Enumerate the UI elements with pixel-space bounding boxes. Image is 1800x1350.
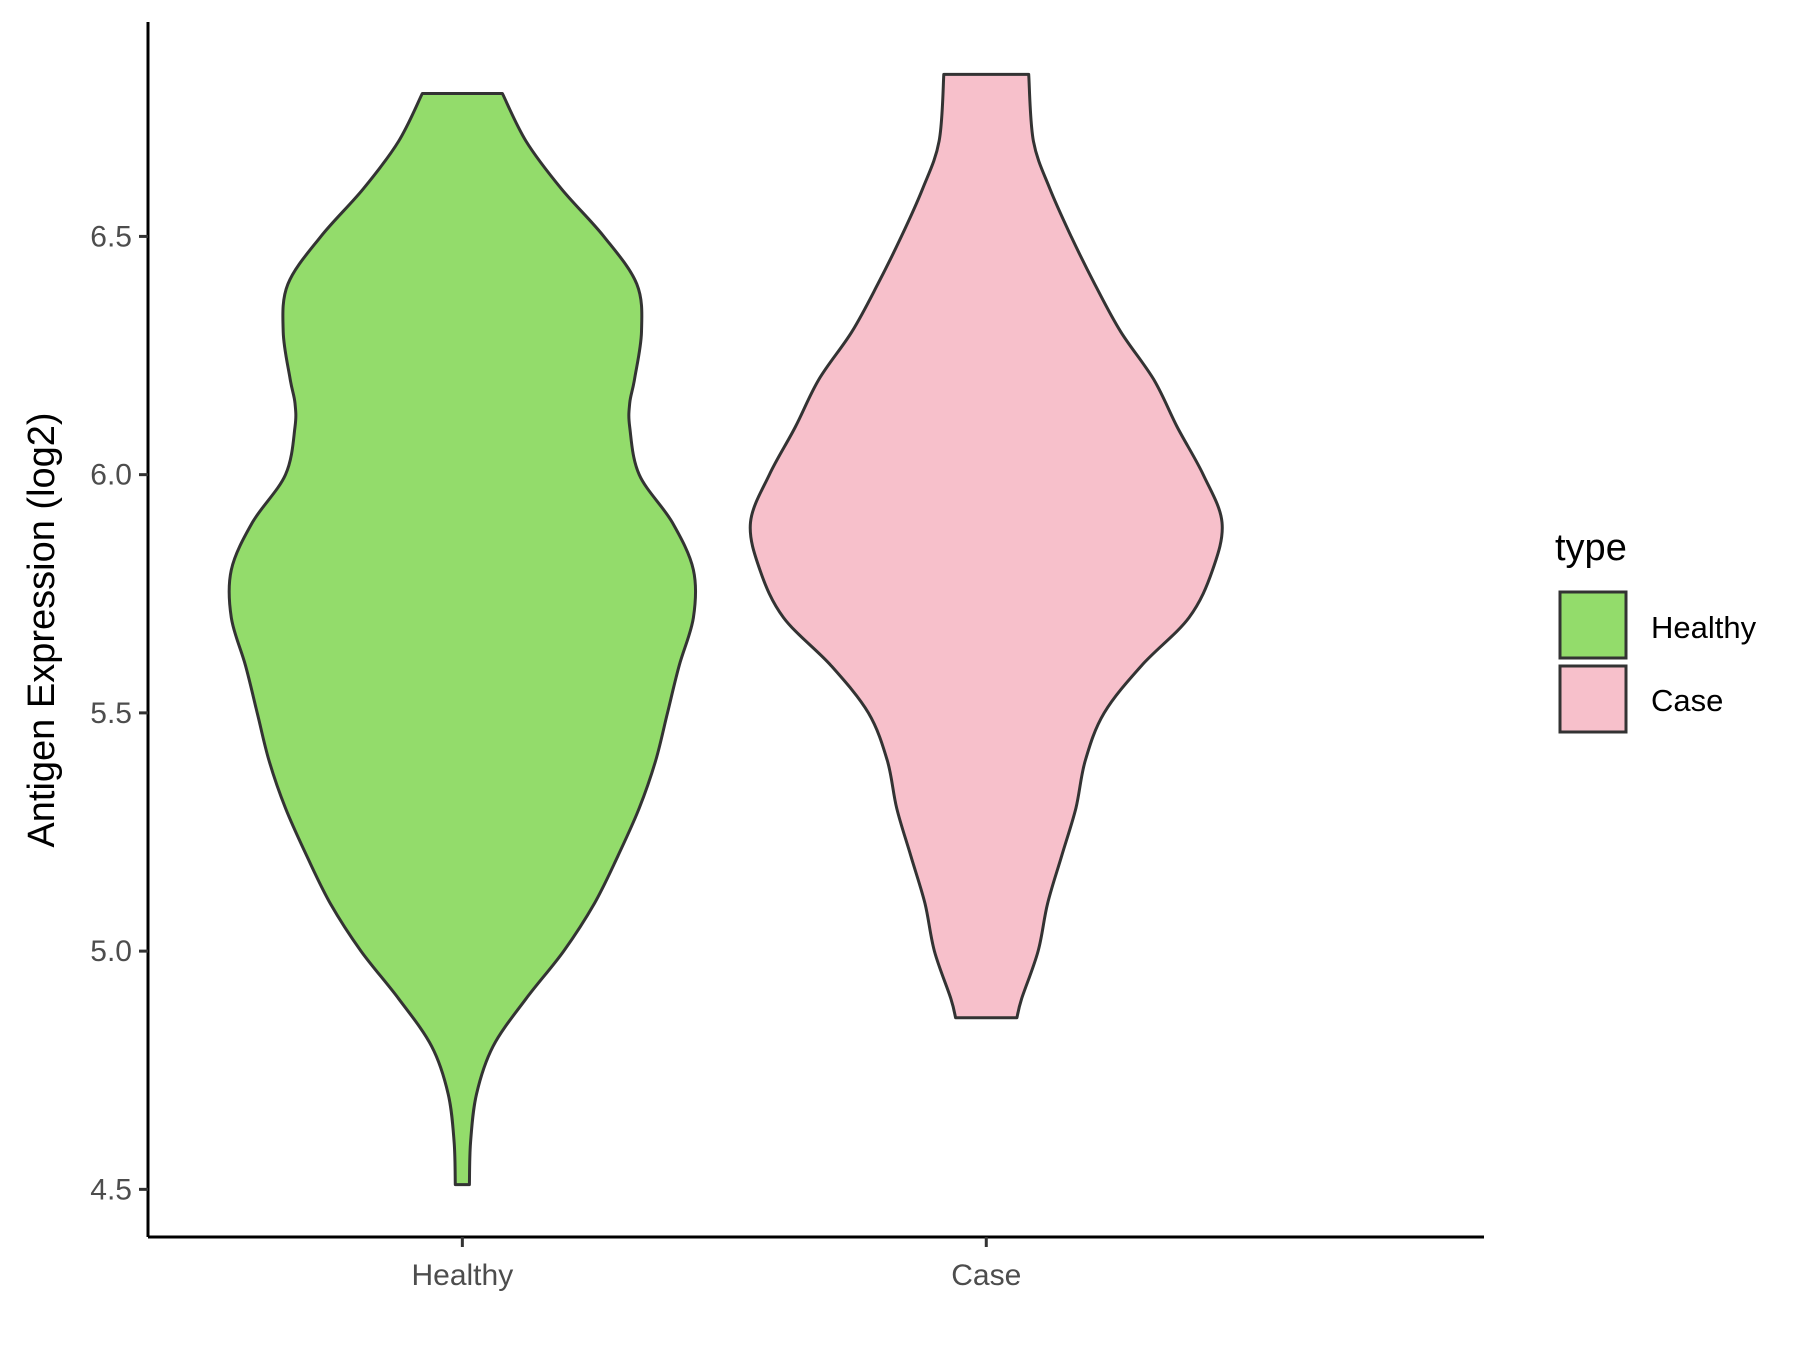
- x-axis-ticks: Healthy Case: [411, 1237, 1021, 1292]
- y-tick-label: 6.0: [90, 459, 132, 492]
- x-tick-label-case: Case: [951, 1259, 1021, 1292]
- legend-label-case: Case: [1651, 683, 1723, 718]
- legend-key-healthy: [1558, 590, 1628, 660]
- violin-case: [748, 72, 1224, 1020]
- legend-label-healthy: Healthy: [1651, 610, 1757, 645]
- y-tick-label: 5.0: [90, 935, 132, 968]
- y-axis-title: Antigen Expression (log2): [21, 412, 63, 847]
- legend-title: type: [1555, 527, 1627, 569]
- legend-key-case: [1558, 664, 1628, 734]
- legend: type Healthy Case: [1555, 527, 1757, 734]
- y-tick-label: 6.5: [90, 220, 132, 253]
- y-axis-ticks: 4.5 5.0 5.5 6.0 6.5: [90, 220, 148, 1206]
- violin-layer: [227, 72, 1224, 1187]
- y-tick-label: 5.5: [90, 697, 132, 730]
- violin-healthy: [227, 92, 698, 1187]
- y-tick-label: 4.5: [90, 1173, 132, 1206]
- x-tick-label-healthy: Healthy: [411, 1259, 513, 1292]
